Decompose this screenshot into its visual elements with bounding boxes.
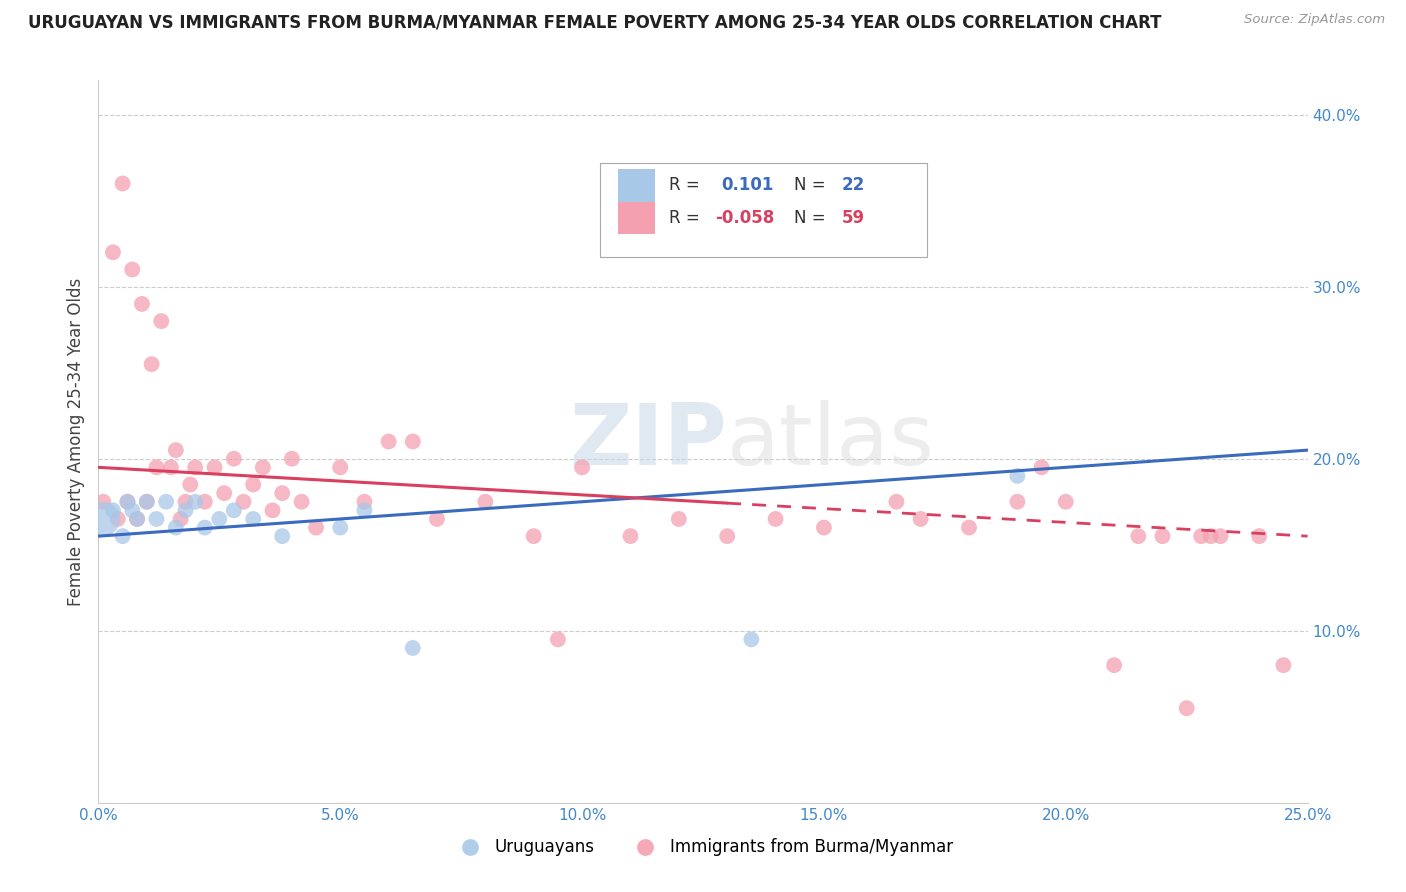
Point bbox=[329, 520, 352, 534]
Point bbox=[101, 503, 124, 517]
Point bbox=[204, 460, 226, 475]
Point bbox=[281, 451, 304, 466]
Point bbox=[765, 512, 787, 526]
Point bbox=[127, 512, 149, 526]
Point bbox=[117, 494, 139, 508]
Point bbox=[242, 512, 264, 526]
Point bbox=[1102, 658, 1125, 673]
Text: Source: ZipAtlas.com: Source: ZipAtlas.com bbox=[1244, 13, 1385, 27]
Point bbox=[208, 512, 231, 526]
Point bbox=[135, 494, 157, 508]
Point bbox=[194, 494, 217, 508]
Point bbox=[174, 494, 197, 508]
Point bbox=[571, 460, 593, 475]
Point bbox=[271, 529, 294, 543]
Point bbox=[91, 494, 114, 508]
Text: ZIP: ZIP bbox=[569, 400, 727, 483]
Point bbox=[174, 503, 197, 517]
Point bbox=[212, 486, 235, 500]
Point bbox=[377, 434, 399, 449]
Point bbox=[160, 460, 183, 475]
Point bbox=[1189, 529, 1212, 543]
Text: N =: N = bbox=[793, 176, 825, 194]
Point bbox=[150, 314, 173, 328]
Point bbox=[1007, 469, 1029, 483]
Point bbox=[184, 460, 207, 475]
Point bbox=[1199, 529, 1222, 543]
Text: N =: N = bbox=[793, 209, 825, 227]
Point bbox=[222, 503, 245, 517]
Point bbox=[547, 632, 569, 647]
Point bbox=[329, 460, 352, 475]
Point bbox=[121, 262, 143, 277]
Point bbox=[1054, 494, 1077, 508]
Text: 59: 59 bbox=[842, 209, 865, 227]
Point bbox=[127, 512, 149, 526]
Point bbox=[668, 512, 690, 526]
Point bbox=[165, 520, 187, 534]
Point bbox=[141, 357, 163, 371]
Point bbox=[910, 512, 932, 526]
FancyBboxPatch shape bbox=[600, 163, 927, 257]
Point bbox=[740, 632, 762, 647]
Point bbox=[426, 512, 449, 526]
Point bbox=[111, 529, 134, 543]
Point bbox=[716, 529, 738, 543]
Point bbox=[1031, 460, 1053, 475]
Point bbox=[184, 494, 207, 508]
Text: R =: R = bbox=[669, 176, 700, 194]
Point bbox=[1209, 529, 1232, 543]
Point bbox=[155, 494, 177, 508]
Text: 0.101: 0.101 bbox=[721, 176, 773, 194]
Point bbox=[1128, 529, 1150, 543]
Text: atlas: atlas bbox=[727, 400, 935, 483]
Bar bbox=[619, 202, 655, 235]
Point bbox=[232, 494, 254, 508]
Point bbox=[1175, 701, 1198, 715]
Point bbox=[222, 451, 245, 466]
Point bbox=[91, 512, 114, 526]
Point bbox=[402, 434, 425, 449]
Point bbox=[271, 486, 294, 500]
Point bbox=[813, 520, 835, 534]
Point bbox=[1249, 529, 1271, 543]
Point bbox=[886, 494, 908, 508]
Point bbox=[179, 477, 201, 491]
Point bbox=[262, 503, 284, 517]
Point bbox=[121, 503, 143, 517]
Point bbox=[957, 520, 980, 534]
Bar bbox=[619, 169, 655, 202]
Y-axis label: Female Poverty Among 25-34 Year Olds: Female Poverty Among 25-34 Year Olds bbox=[66, 277, 84, 606]
Point bbox=[131, 297, 153, 311]
Point bbox=[619, 529, 641, 543]
Point bbox=[523, 529, 546, 543]
Text: URUGUAYAN VS IMMIGRANTS FROM BURMA/MYANMAR FEMALE POVERTY AMONG 25-34 YEAR OLDS : URUGUAYAN VS IMMIGRANTS FROM BURMA/MYANM… bbox=[28, 13, 1161, 31]
Point bbox=[353, 494, 375, 508]
Point bbox=[1007, 494, 1029, 508]
Legend: Uruguayans, Immigrants from Burma/Myanmar: Uruguayans, Immigrants from Burma/Myanma… bbox=[447, 831, 959, 863]
Point bbox=[474, 494, 496, 508]
Point bbox=[1272, 658, 1295, 673]
Point bbox=[169, 512, 191, 526]
Point bbox=[252, 460, 274, 475]
Text: -0.058: -0.058 bbox=[716, 209, 775, 227]
Point bbox=[145, 512, 167, 526]
Point bbox=[305, 520, 328, 534]
Point bbox=[107, 512, 129, 526]
Point bbox=[145, 460, 167, 475]
Point bbox=[353, 503, 375, 517]
Point bbox=[135, 494, 157, 508]
Point bbox=[402, 640, 425, 655]
Point bbox=[101, 245, 124, 260]
Point bbox=[290, 494, 312, 508]
Point bbox=[242, 477, 264, 491]
Text: 22: 22 bbox=[842, 176, 865, 194]
Text: R =: R = bbox=[669, 209, 700, 227]
Point bbox=[194, 520, 217, 534]
Point bbox=[1152, 529, 1174, 543]
Point bbox=[165, 443, 187, 458]
Point bbox=[111, 177, 134, 191]
Point bbox=[117, 494, 139, 508]
